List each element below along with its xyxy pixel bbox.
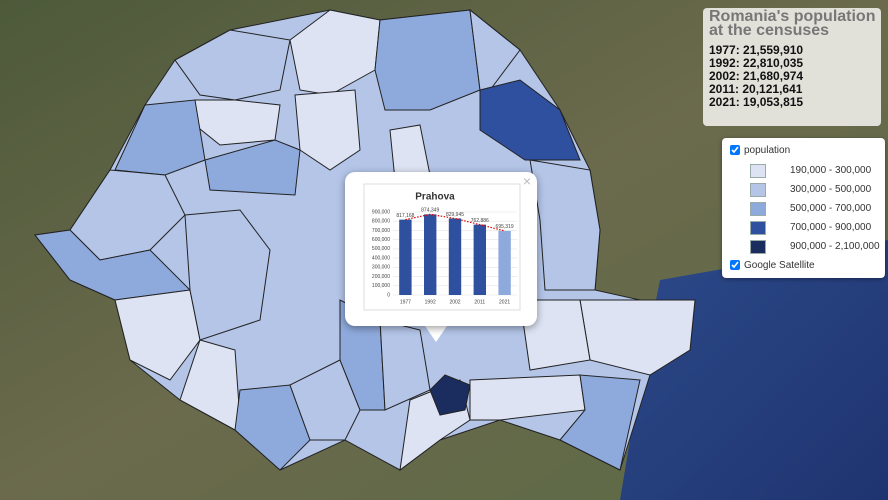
popup-pointer: [425, 326, 447, 342]
county: [479, 79, 581, 161]
legend-swatch: [750, 221, 766, 235]
y-tick-label: 200,000: [372, 274, 390, 280]
y-tick-label: 400,000: [372, 255, 390, 261]
y-tick-label: 900,000: [372, 209, 390, 215]
info-box: Romania's population at the censuses 197…: [703, 8, 881, 126]
legend-label: 500,000 - 700,000: [790, 203, 872, 214]
legend-label: 700,000 - 900,000: [790, 222, 872, 233]
bar: [498, 230, 511, 295]
popup: × Prahova 0 100,000 200,000 300,000 400,000 5…: [345, 172, 537, 326]
value-label: 762,886: [471, 218, 489, 224]
layer-row: Google Satellite: [730, 260, 815, 271]
chart: Prahova 0 100,000 200,000 300,000 400,000 500…: [363, 183, 521, 311]
chart-title: Prahova: [415, 192, 455, 203]
census-line: 1977: 21,559,910: [709, 43, 804, 57]
census-line: 2002: 21,680,974: [709, 69, 804, 83]
legend-label: 900,000 - 2,100,000: [790, 241, 880, 252]
x-tick-label: 2021: [499, 299, 510, 305]
county: [379, 319, 431, 411]
y-tick-label: 100,000: [372, 283, 390, 289]
info-title: Romania's population at the censuses: [709, 8, 876, 39]
value-label: 695,319: [496, 224, 514, 230]
county: [374, 9, 481, 111]
bar: [473, 224, 486, 295]
y-tick-label: 700,000: [372, 228, 390, 234]
census-list: 1977: 21,559,910 1992: 22,810,035 2002: 21…: [709, 44, 881, 109]
layer-control: population 190,000 - 300,000 300,000 - 50…: [722, 138, 885, 278]
legend-swatch: [750, 202, 766, 216]
county: [174, 29, 291, 101]
close-button[interactable]: ×: [522, 173, 531, 189]
layer-name: Google Satellite: [744, 260, 815, 271]
x-tick-label: 2011: [474, 299, 485, 305]
value-label: 874,349: [421, 208, 439, 214]
layer-checkbox[interactable]: [730, 260, 740, 271]
x-tick-label: 1977: [400, 299, 411, 305]
y-tick-label: 800,000: [372, 219, 390, 225]
county: [34, 229, 192, 301]
census-line: 2011: 20,121,641: [709, 82, 803, 96]
y-tick-label: 0: [387, 292, 390, 298]
y-tick-label: 500,000: [372, 246, 390, 252]
census-line: 2021: 19,053,815: [709, 95, 804, 109]
chart-frame: [363, 183, 521, 311]
county: [204, 139, 301, 196]
bar: [399, 219, 412, 295]
legend-swatch: [750, 240, 766, 254]
layer-row: population: [730, 145, 790, 156]
legend-label: 190,000 - 300,000: [790, 165, 872, 176]
value-label: 829,945: [446, 212, 464, 218]
legend-swatch: [750, 164, 766, 178]
layer-checkbox[interactable]: [730, 145, 740, 156]
county: [114, 289, 201, 381]
county: [529, 159, 601, 291]
trend-line: [405, 213, 505, 232]
y-tick-label: 300,000: [372, 265, 390, 271]
x-tick-label: 1992: [425, 299, 436, 305]
county: [519, 299, 591, 371]
county: [559, 374, 641, 471]
bar: [424, 214, 437, 295]
county: [179, 339, 241, 431]
layer-name: population: [744, 145, 791, 156]
census-line: 1992: 22,810,035: [709, 56, 804, 70]
county: [184, 209, 271, 341]
x-tick-label: 2002: [449, 299, 460, 305]
county: [294, 89, 361, 171]
counties: [34, 8, 696, 472]
value-label: 817,168: [396, 213, 414, 219]
county: [114, 99, 206, 176]
legend-swatch: [750, 183, 766, 197]
legend-label: 300,000 - 500,000: [790, 184, 872, 195]
y-tick-label: 600,000: [372, 237, 390, 243]
county: [429, 374, 471, 416]
bar: [448, 218, 462, 295]
